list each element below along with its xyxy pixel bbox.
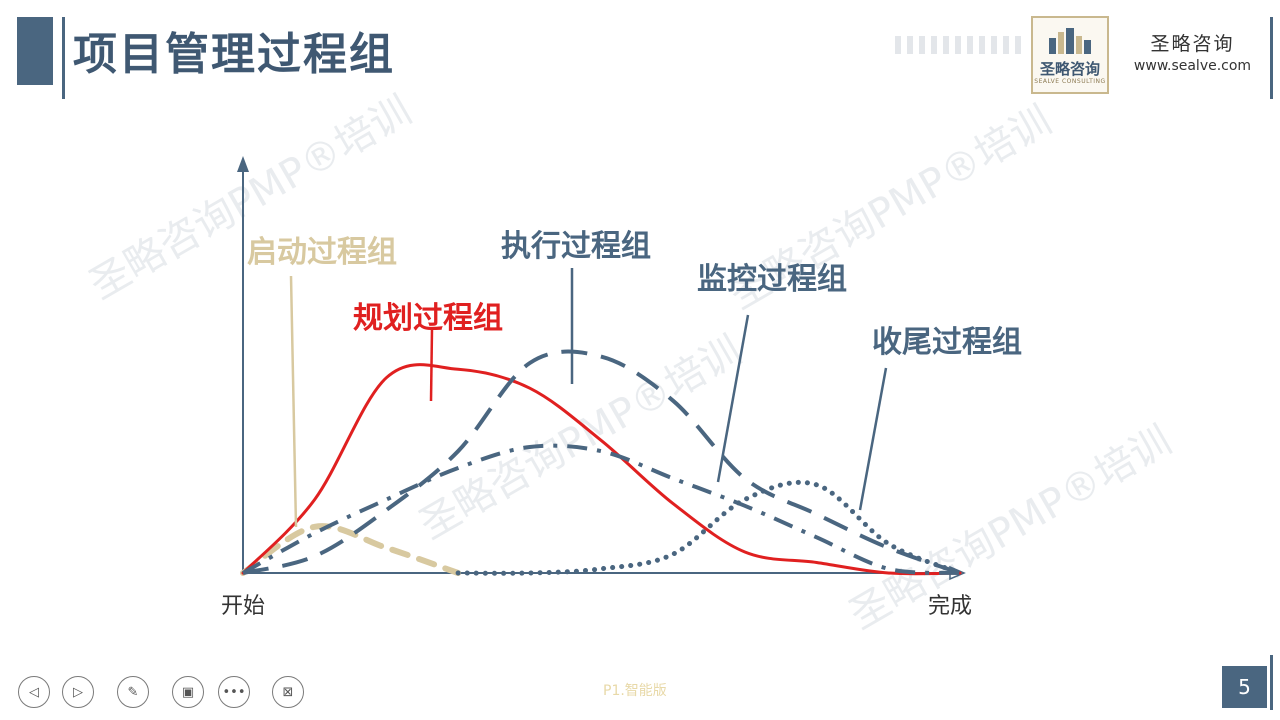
header-faint-text xyxy=(895,36,1025,54)
callout-line-2 xyxy=(429,328,434,402)
right-edge-bar xyxy=(1270,17,1273,99)
chart-axes: 开始 完成 xyxy=(221,156,972,619)
series-label-4: 监控过程组 xyxy=(697,262,847,297)
watermark-text: 圣略咨询PMP®培训 xyxy=(412,327,749,548)
previous-icon[interactable]: ◁ xyxy=(18,676,50,708)
title-divider xyxy=(62,17,65,99)
slide-icon[interactable]: ▣ xyxy=(172,676,204,708)
company-logo: 圣略咨询 SEALVE CONSULTING xyxy=(1031,16,1109,94)
series-line-1 xyxy=(240,523,462,576)
chart-callouts xyxy=(289,268,888,528)
x-axis-end-label: 完成 xyxy=(928,594,972,619)
series-label-3: 执行过程组 xyxy=(501,229,651,264)
callout-line-1 xyxy=(289,275,298,528)
series-line-3 xyxy=(242,349,961,575)
company-url: www.sealve.com xyxy=(1133,58,1252,74)
watermark-text: 圣略咨询PMP®培训 xyxy=(82,87,419,308)
series-label-2: 规划过程组 xyxy=(353,301,503,336)
series-line-5 xyxy=(455,479,963,576)
exit-icon[interactable]: ⊠ xyxy=(272,676,304,708)
logo-text: 圣略咨询 xyxy=(1039,60,1100,78)
series-line-2 xyxy=(241,363,962,576)
slide-number: 5 xyxy=(1222,666,1267,708)
chart-curves xyxy=(240,349,963,576)
logo-buildings-icon xyxy=(1049,28,1091,54)
company-name: 圣略咨询 xyxy=(1150,33,1235,55)
watermark-text: 圣略咨询PMP®培训 xyxy=(842,417,1179,638)
series-label-1: 启动过程组 xyxy=(247,235,397,270)
bottom-edge-bar xyxy=(1270,655,1273,710)
next-icon[interactable]: ▷ xyxy=(62,676,94,708)
more-icon[interactable]: ••• xyxy=(218,676,250,708)
series-label-5: 收尾过程组 xyxy=(872,325,1022,360)
callout-line-5 xyxy=(858,367,888,511)
bottom-mark: P1.智能版 xyxy=(603,683,667,699)
logo-subtext: SEALVE CONSULTING xyxy=(1034,78,1106,85)
pen-icon[interactable]: ✎ xyxy=(117,676,149,708)
page-title: 项目管理过程组 xyxy=(73,29,395,80)
callout-line-4 xyxy=(716,314,750,483)
x-axis-start-label: 开始 xyxy=(221,594,265,619)
y-axis-arrow xyxy=(237,156,249,172)
title-accent-bar xyxy=(17,17,53,85)
